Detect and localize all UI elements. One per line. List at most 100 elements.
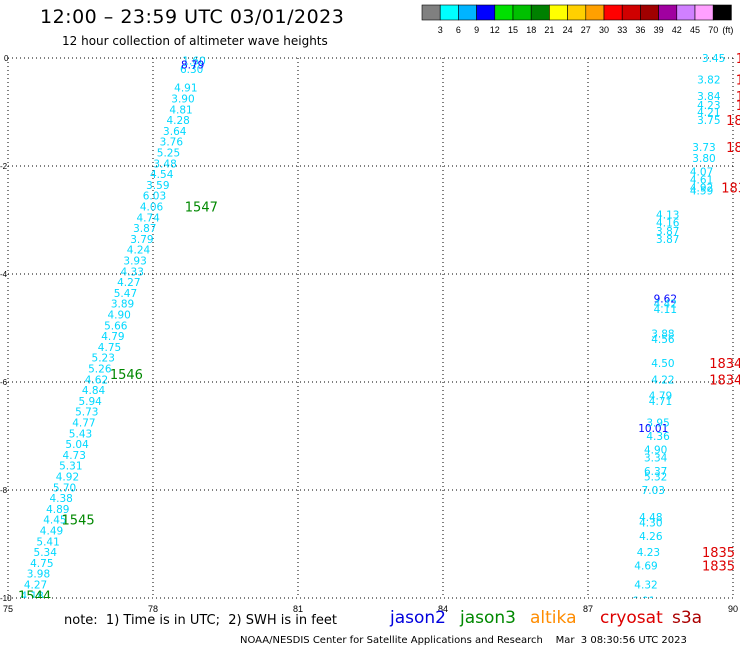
wave-height-label: 5.32 [644, 472, 667, 484]
wave-height-label: 4.38 [49, 493, 72, 505]
wave-height-label: 4.81 [169, 104, 192, 116]
wave-height-label: 4.24 [127, 245, 151, 257]
wave-height-label: 5.66 [104, 320, 128, 332]
credit-line: NOAA/NESDIS Center for Satellite Applica… [240, 635, 687, 646]
pass-time-label: 1834 [709, 373, 740, 388]
wave-height-label: 3.89 [111, 299, 134, 311]
wave-height-label: 3.84 [697, 91, 721, 103]
wave-height-label: 10.01 [638, 423, 668, 435]
wave-height-label: 3.73 [692, 142, 715, 154]
legend-jason3: jason3 [460, 608, 516, 628]
footer-note: note: 1) Time is in UTC; 2) SWH is in fe… [64, 613, 337, 628]
pass-time-label: 1833 [721, 182, 740, 197]
colorbar-tick-label: 33 [617, 25, 627, 35]
colorbar-tick-label: 27 [581, 25, 591, 35]
wave-height-label: 4.18 [20, 590, 43, 602]
wave-height-label: 4.23 [637, 547, 660, 559]
wave-height-label: 3.59 [146, 180, 169, 192]
colorbar-tick-label: 6 [456, 25, 461, 35]
colorbar-tick-label: 36 [635, 25, 645, 35]
wave-height-label: 4.27 [117, 277, 140, 289]
wave-height-label: 7.03 [642, 485, 665, 497]
wave-height-label: 4.42 [654, 299, 677, 311]
pass-time-label: 1546 [110, 368, 143, 383]
wave-height-label: 5.94 [78, 396, 102, 408]
data-layer: 1.606.30 4.913.904.814.283.643.765.253.48… [18, 52, 740, 604]
wave-height-label: 5.31 [59, 461, 82, 473]
wave-height-label: 4.27 [24, 580, 47, 592]
colorbar-tick-label: 70 [708, 25, 718, 35]
colorbar-tick-label: 21 [544, 25, 554, 35]
wave-height-label: 3.87 [656, 226, 679, 238]
wave-height-label: 6.30 [180, 64, 203, 76]
wave-height-label: 3.87 [133, 223, 156, 235]
colorbar-tick-label: 30 [599, 25, 609, 35]
legend-jason2: jason2 [390, 608, 446, 628]
wave-height-label: 5.26 [88, 364, 112, 376]
pass-time-label: 1833 [726, 141, 740, 156]
wave-height-label: 4.11 [654, 304, 677, 316]
wave-height-label: 4.32 [634, 580, 657, 592]
wave-height-label: 1.60 [182, 56, 205, 68]
wave-height-label: 4.45 [43, 515, 66, 527]
wave-height-label: 5.34 [34, 547, 58, 559]
x-tick-label: 78 [148, 604, 158, 614]
wave-height-label: 4.36 [646, 431, 670, 443]
wave-height-label: 5.25 [157, 148, 180, 160]
wave-height-label: 4.69 [634, 561, 657, 573]
pass-time-label: 1833 [736, 74, 740, 89]
x-tick-label: 81 [293, 604, 303, 614]
pass-time-label: 1834 [709, 357, 740, 372]
wave-height-label: 3.82 [697, 75, 720, 87]
wave-height-label: 4.71 [649, 396, 672, 408]
x-tick-label: 90 [728, 604, 738, 614]
wave-height-label: 4.59 [690, 185, 713, 197]
pass-time-label: 1544 [18, 589, 51, 604]
wave-height-label: 5.73 [75, 407, 98, 419]
wave-height-label: 4.75 [98, 342, 121, 354]
pass-time-label: 1833 [736, 52, 740, 67]
wave-height-label: 6.03 [143, 191, 166, 203]
wave-height-label: 3.95 [646, 418, 669, 430]
wave-height-label: 4.84 [82, 385, 106, 397]
wave-height-label: 3.90 [171, 94, 194, 106]
y-tick-label: 0 [4, 54, 9, 63]
wave-height-label: 4.79 [649, 391, 672, 403]
wave-height-label: 4.89 [46, 504, 69, 516]
wave-height-label: 4.62 [85, 374, 108, 386]
wave-height-label: 5.04 [65, 439, 89, 451]
wave-height-label: 3.79 [130, 234, 153, 246]
wave-height-label: 4.33 [121, 266, 144, 278]
wave-height-label: 4.75 [30, 558, 53, 570]
wave-height-label: 4.21 [697, 107, 720, 119]
pass-time-label: 1833 [736, 90, 740, 105]
wave-height-label: 4.90 [107, 310, 130, 322]
wave-height-label: 3.98 [27, 569, 50, 581]
wave-height-label: 4.26 [639, 531, 663, 543]
colorbar-tick-label: 45 [690, 25, 700, 35]
colorbar-unit-label: (ft) [722, 25, 733, 35]
y-tick-label: -2 [0, 162, 8, 171]
wave-height-label: 3.75 [697, 115, 720, 127]
page-subtitle: 12 hour collection of altimeter wave hei… [62, 34, 328, 48]
colorbar-tick-label: 9 [474, 25, 479, 35]
colorbar-legend: 3 6 9 12 15 18 21 24 27 30 33 36 39 42 45 70 (ft) [421, 4, 733, 35]
colorbar-swatch [712, 4, 732, 21]
wave-height-label: 3.93 [123, 256, 146, 268]
wave-height-label: 3.45 [702, 53, 725, 65]
wave-height-label: 4.74 [136, 212, 160, 224]
wave-height-label: 5.70 [53, 482, 76, 494]
colorbar-tick-label: 42 [672, 25, 682, 35]
wave-height-label: 4.50 [651, 358, 674, 370]
wave-height-label: 3.76 [160, 137, 184, 149]
y-tick-label: -4 [0, 270, 8, 279]
pass-time-label: 1835 [702, 560, 735, 575]
wave-height-label: 3.48 [153, 158, 176, 170]
wave-height-label: 4.92 [690, 183, 713, 195]
wave-height-label: 4.90 [644, 445, 667, 457]
wave-height-label: 4.06 [140, 202, 164, 214]
y-tick-label: -8 [0, 486, 8, 495]
wave-height-label: 3.87 [656, 234, 679, 246]
x-tick-label: 84 [438, 604, 448, 614]
